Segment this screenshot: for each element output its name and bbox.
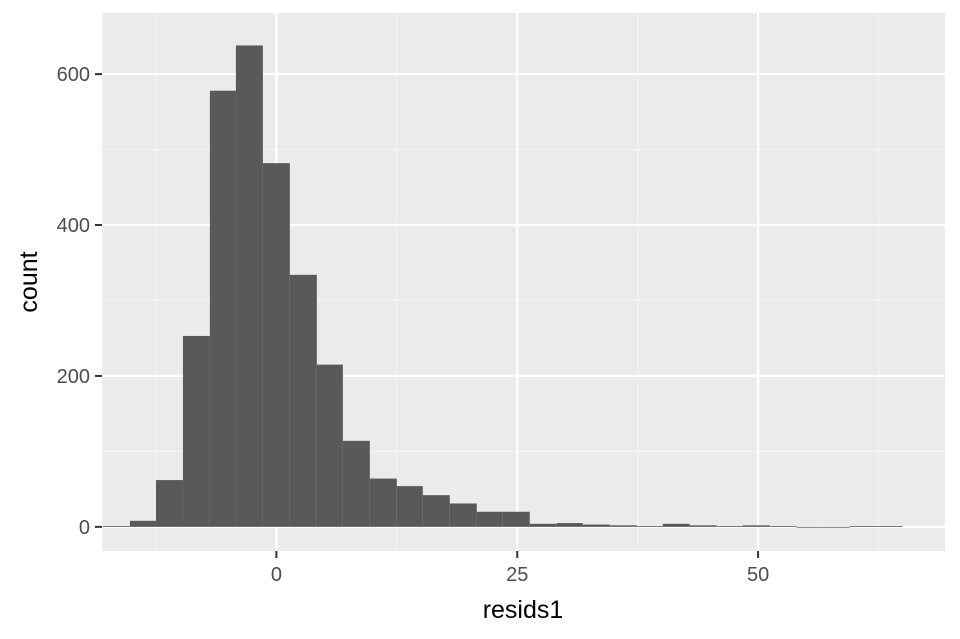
- histogram-bar: [396, 486, 423, 527]
- histogram-bar: [209, 90, 236, 527]
- y-axis: 0 200 400 600: [57, 64, 102, 539]
- x-axis: 0 25 50: [271, 551, 769, 586]
- x-axis-title: resids1: [483, 596, 564, 624]
- histogram-bar: [849, 526, 877, 527]
- histogram-bar: [182, 335, 210, 527]
- histogram-bar: [662, 523, 690, 527]
- histogram-bar: [155, 480, 183, 527]
- histogram-bar: [235, 45, 263, 527]
- x-tick-label: 50: [747, 564, 769, 586]
- histogram-bar: [689, 525, 717, 527]
- histogram-bar: [529, 523, 557, 527]
- histogram-bar: [556, 523, 583, 527]
- y-tick-label: 0: [79, 517, 90, 539]
- y-axis-title: count: [15, 251, 43, 312]
- histogram-bar: [716, 526, 743, 527]
- histogram-bar: [742, 525, 770, 527]
- minor-gridlines: [102, 13, 945, 551]
- histogram-bar: [342, 440, 370, 527]
- histogram-bar: [449, 503, 477, 527]
- histogram-bar: [876, 526, 903, 527]
- histogram-bar: [502, 511, 530, 527]
- histogram-bar: [769, 526, 797, 527]
- histogram-bar: [262, 163, 290, 527]
- histogram-bar: [822, 526, 850, 528]
- histogram-bar: [476, 511, 503, 527]
- histogram-bar: [636, 526, 663, 527]
- y-tick-label: 400: [57, 215, 90, 237]
- histogram-bar: [609, 525, 637, 527]
- x-tick-label: 0: [271, 564, 282, 586]
- y-tick-label: 200: [57, 366, 90, 388]
- histogram-bar: [582, 524, 610, 527]
- histogram-bar: [289, 274, 317, 527]
- histogram-bar: [796, 526, 823, 528]
- x-tick-label: 25: [506, 564, 528, 586]
- histogram-bar: [129, 520, 156, 527]
- histogram-bars: [102, 45, 903, 528]
- histogram-bar: [316, 364, 343, 527]
- histogram-bar: [369, 478, 397, 527]
- histogram-bar: [102, 526, 130, 527]
- histogram-bar: [422, 495, 450, 527]
- y-tick-label: 600: [57, 64, 90, 86]
